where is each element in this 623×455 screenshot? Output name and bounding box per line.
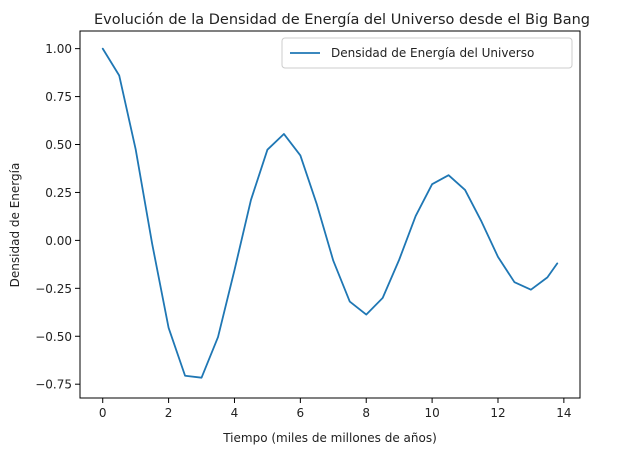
x-tick-label: 6 <box>297 406 305 420</box>
legend-box <box>281 37 573 69</box>
chart-title: Evolución de la Densidad de Energía del … <box>94 12 590 28</box>
x-tick-label: 2 <box>165 406 173 420</box>
y-axis-ticks: −0.75 −0.50 −0.25 0.00 0.25 0.50 0.75 1.00 <box>35 42 80 392</box>
y-tick-label: 0.50 <box>45 138 72 152</box>
x-axis-ticks: 0 2 4 6 8 10 12 14 <box>99 398 572 420</box>
y-axis-label: Densidad de Energía <box>8 163 22 288</box>
plot-area <box>79 30 581 399</box>
legend: Densidad de Energía del Universo <box>281 37 573 69</box>
legend-label: Densidad de Energía del Universo <box>331 46 534 60</box>
x-tick-label: 12 <box>490 406 505 420</box>
y-tick-label: 0.25 <box>45 186 72 200</box>
x-tick-label: 0 <box>99 406 107 420</box>
y-tick-label: 0.75 <box>45 90 72 104</box>
x-tick-label: 14 <box>556 406 571 420</box>
y-tick-label: −0.50 <box>35 330 72 344</box>
y-tick-label: 1.00 <box>45 42 72 56</box>
y-tick-label: −0.25 <box>35 282 72 296</box>
x-axis-label: Tiempo (miles de millones de años) <box>222 431 437 445</box>
y-tick-label: 0.00 <box>45 234 72 248</box>
x-tick-label: 8 <box>362 406 370 420</box>
series-line-0 <box>101 47 559 379</box>
x-tick-label: 4 <box>231 406 239 420</box>
y-tick-label: −0.75 <box>35 378 72 392</box>
x-tick-label: 10 <box>424 406 439 420</box>
plot-frame <box>79 30 581 399</box>
